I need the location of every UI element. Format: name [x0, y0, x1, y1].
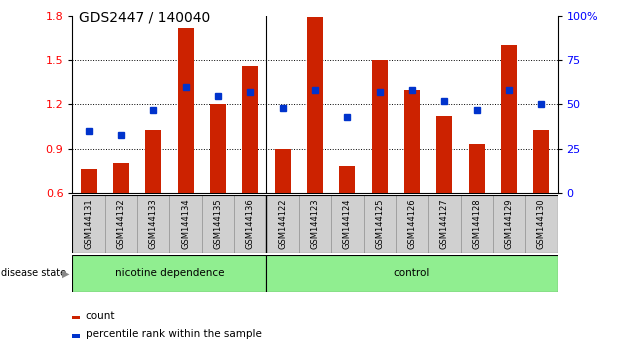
Text: GSM144124: GSM144124 — [343, 199, 352, 249]
Bar — [234, 195, 266, 253]
Text: count: count — [86, 310, 115, 321]
Text: GSM144136: GSM144136 — [246, 199, 255, 249]
Bar — [202, 195, 234, 253]
Bar — [331, 195, 364, 253]
Text: GSM144128: GSM144128 — [472, 199, 481, 249]
Text: disease state: disease state — [1, 268, 66, 279]
Text: GSM144130: GSM144130 — [537, 199, 546, 249]
Bar — [169, 195, 202, 253]
Bar — [307, 17, 323, 193]
Bar — [404, 90, 420, 193]
Text: GSM144135: GSM144135 — [214, 199, 222, 249]
Text: GDS2447 / 140040: GDS2447 / 140040 — [79, 11, 210, 25]
Bar — [178, 28, 194, 193]
Text: control: control — [394, 268, 430, 279]
Bar — [525, 195, 558, 253]
Bar — [210, 104, 226, 193]
Bar — [469, 144, 485, 193]
Bar — [81, 169, 97, 193]
Bar — [113, 164, 129, 193]
Bar — [501, 45, 517, 193]
Bar — [72, 195, 105, 253]
Text: GSM144134: GSM144134 — [181, 199, 190, 249]
Text: GSM144127: GSM144127 — [440, 199, 449, 249]
Text: percentile rank within the sample: percentile rank within the sample — [86, 329, 261, 339]
Bar — [299, 195, 331, 253]
Text: nicotine dependence: nicotine dependence — [115, 268, 224, 279]
Bar — [275, 149, 291, 193]
Bar — [493, 195, 525, 253]
Bar — [145, 130, 161, 193]
Bar — [533, 130, 549, 193]
Text: GSM144131: GSM144131 — [84, 199, 93, 249]
Bar — [72, 255, 266, 292]
Bar — [461, 195, 493, 253]
Bar — [266, 195, 299, 253]
Bar — [396, 195, 428, 253]
Text: GSM144132: GSM144132 — [117, 199, 125, 249]
Text: ▶: ▶ — [62, 268, 69, 279]
Bar — [364, 195, 396, 253]
Text: GSM144123: GSM144123 — [311, 199, 319, 249]
Bar — [339, 166, 355, 193]
Bar — [72, 316, 80, 319]
Bar — [266, 255, 558, 292]
Bar — [242, 66, 258, 193]
Text: GSM144126: GSM144126 — [408, 199, 416, 249]
Text: GSM144133: GSM144133 — [149, 199, 158, 249]
Bar — [372, 60, 387, 193]
Bar — [105, 195, 137, 253]
Bar — [137, 195, 169, 253]
Bar — [428, 195, 461, 253]
Text: GSM144125: GSM144125 — [375, 199, 384, 249]
Text: GSM144129: GSM144129 — [505, 199, 513, 249]
Bar — [436, 116, 452, 193]
Bar — [72, 334, 80, 338]
Text: GSM144122: GSM144122 — [278, 199, 287, 249]
